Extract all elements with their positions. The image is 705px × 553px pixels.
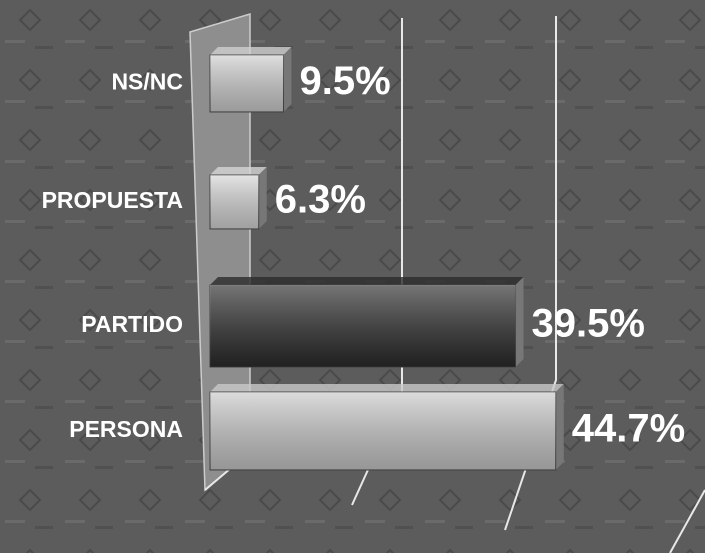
value-label: 9.5% bbox=[299, 59, 390, 103]
category-label: PROPUESTA bbox=[42, 187, 183, 213]
bar-top bbox=[210, 167, 267, 175]
value-label: 44.7% bbox=[572, 407, 685, 451]
bar-top bbox=[210, 277, 524, 285]
bar-side bbox=[515, 277, 524, 367]
bar-top bbox=[210, 384, 564, 392]
bar-side bbox=[283, 47, 292, 112]
backdrop-line bbox=[504, 16, 557, 531]
bar-shade bbox=[210, 175, 259, 229]
bar-shade bbox=[210, 392, 556, 470]
bar-top bbox=[210, 47, 292, 55]
category-label: NS/NC bbox=[111, 69, 183, 95]
value-label: 39.5% bbox=[532, 302, 645, 346]
bar-side bbox=[258, 167, 267, 229]
category-label: PARTIDO bbox=[81, 311, 183, 337]
bar-shade bbox=[210, 285, 516, 367]
backdrop-line bbox=[669, 489, 705, 553]
category-label: PERSONA bbox=[69, 416, 183, 442]
bar-shade bbox=[210, 55, 284, 112]
bars: NS/NC 9.5% PROPUESTA 6.3% PARTIDO 39.5% PERSON… bbox=[42, 47, 685, 471]
value-label: 6.3% bbox=[275, 178, 366, 222]
bar-side bbox=[555, 384, 564, 470]
